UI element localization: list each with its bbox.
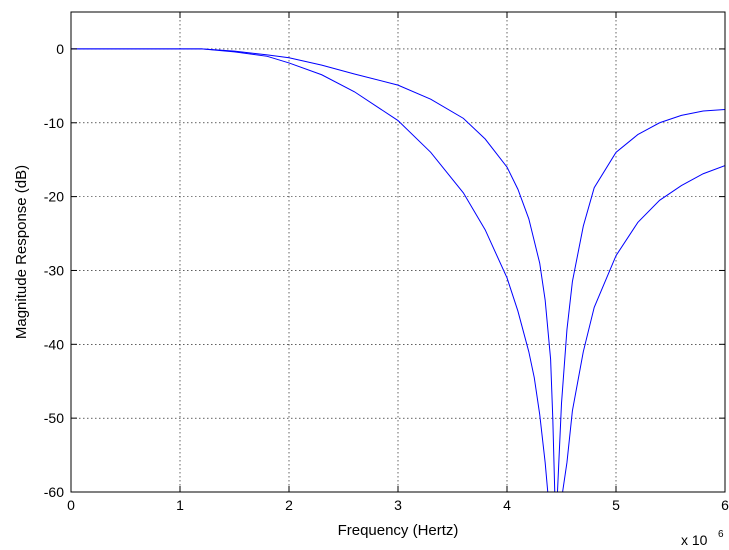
y-tick-label: 0 xyxy=(56,41,64,57)
x-exponent-label: x 10 xyxy=(681,532,708,548)
series-line-2 xyxy=(71,48,725,492)
series-line-1 xyxy=(71,48,725,492)
x-tick-label: 6 xyxy=(721,497,729,513)
y-tick-label: -20 xyxy=(44,189,64,205)
y-tick-label: -60 xyxy=(44,484,64,500)
y-tick-label: -30 xyxy=(44,262,64,278)
y-tick-label: -50 xyxy=(44,410,64,426)
x-tick-label: 3 xyxy=(394,497,402,513)
ticks xyxy=(70,12,726,493)
y-axis-label: Magnitude Response (dB) xyxy=(13,165,30,339)
x-axis-label: Frequency (Hertz) xyxy=(338,522,459,539)
x-tick-label: 0 xyxy=(67,497,75,513)
tick-labels: 0 1 2 3 4 5 6 0 -10 -20 -30 -40 -50 -60 xyxy=(44,41,729,513)
series-group xyxy=(71,48,725,492)
x-tick-label: 2 xyxy=(285,497,293,513)
y-tick-label: -40 xyxy=(44,336,64,352)
x-tick-label: 1 xyxy=(176,497,184,513)
y-tick-label: -10 xyxy=(44,115,64,131)
x-tick-label: 5 xyxy=(612,497,620,513)
x-tick-label: 4 xyxy=(503,497,511,513)
x-exponent-power: 6 xyxy=(718,529,724,540)
